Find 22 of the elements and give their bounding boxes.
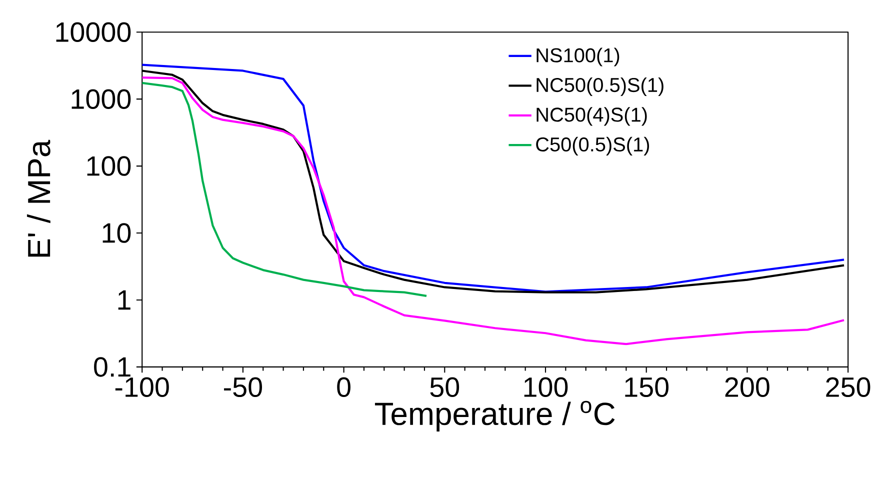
y-tick-label: 10 bbox=[102, 223, 131, 243]
x-tick-label: -50 bbox=[224, 377, 262, 398]
legend-label: NC50(4)S(1) bbox=[536, 107, 647, 126]
x-tick-label: -100 bbox=[115, 377, 169, 398]
y-axis-title: E' / MPa bbox=[26, 140, 50, 257]
x-tick-label: 200 bbox=[725, 377, 770, 398]
x-tick-label: 100 bbox=[524, 377, 568, 398]
x-axis-title: Temperature / $^{o}$C bbox=[374, 400, 615, 432]
y-tick-label: 100 bbox=[87, 156, 131, 176]
x-tick-label: 250 bbox=[826, 377, 870, 398]
line-series bbox=[142, 82, 428, 298]
x-tick-label: 150 bbox=[625, 377, 669, 398]
y-tick-label: 10000 bbox=[56, 22, 131, 42]
y-tick-label: 1000 bbox=[72, 89, 131, 109]
line-series bbox=[142, 76, 846, 346]
x-tick-label: 0 bbox=[337, 377, 350, 398]
y-tick-label: 1 bbox=[118, 290, 130, 310]
legend-label: NC50(0.5)S(1) bbox=[536, 77, 664, 96]
y-tick-label: 0.1 bbox=[94, 357, 130, 377]
x-tick-label: 50 bbox=[430, 377, 460, 398]
legend-label: C50(0.5)S(1) bbox=[536, 136, 650, 156]
legend-label: NS100(1) bbox=[536, 48, 620, 66]
